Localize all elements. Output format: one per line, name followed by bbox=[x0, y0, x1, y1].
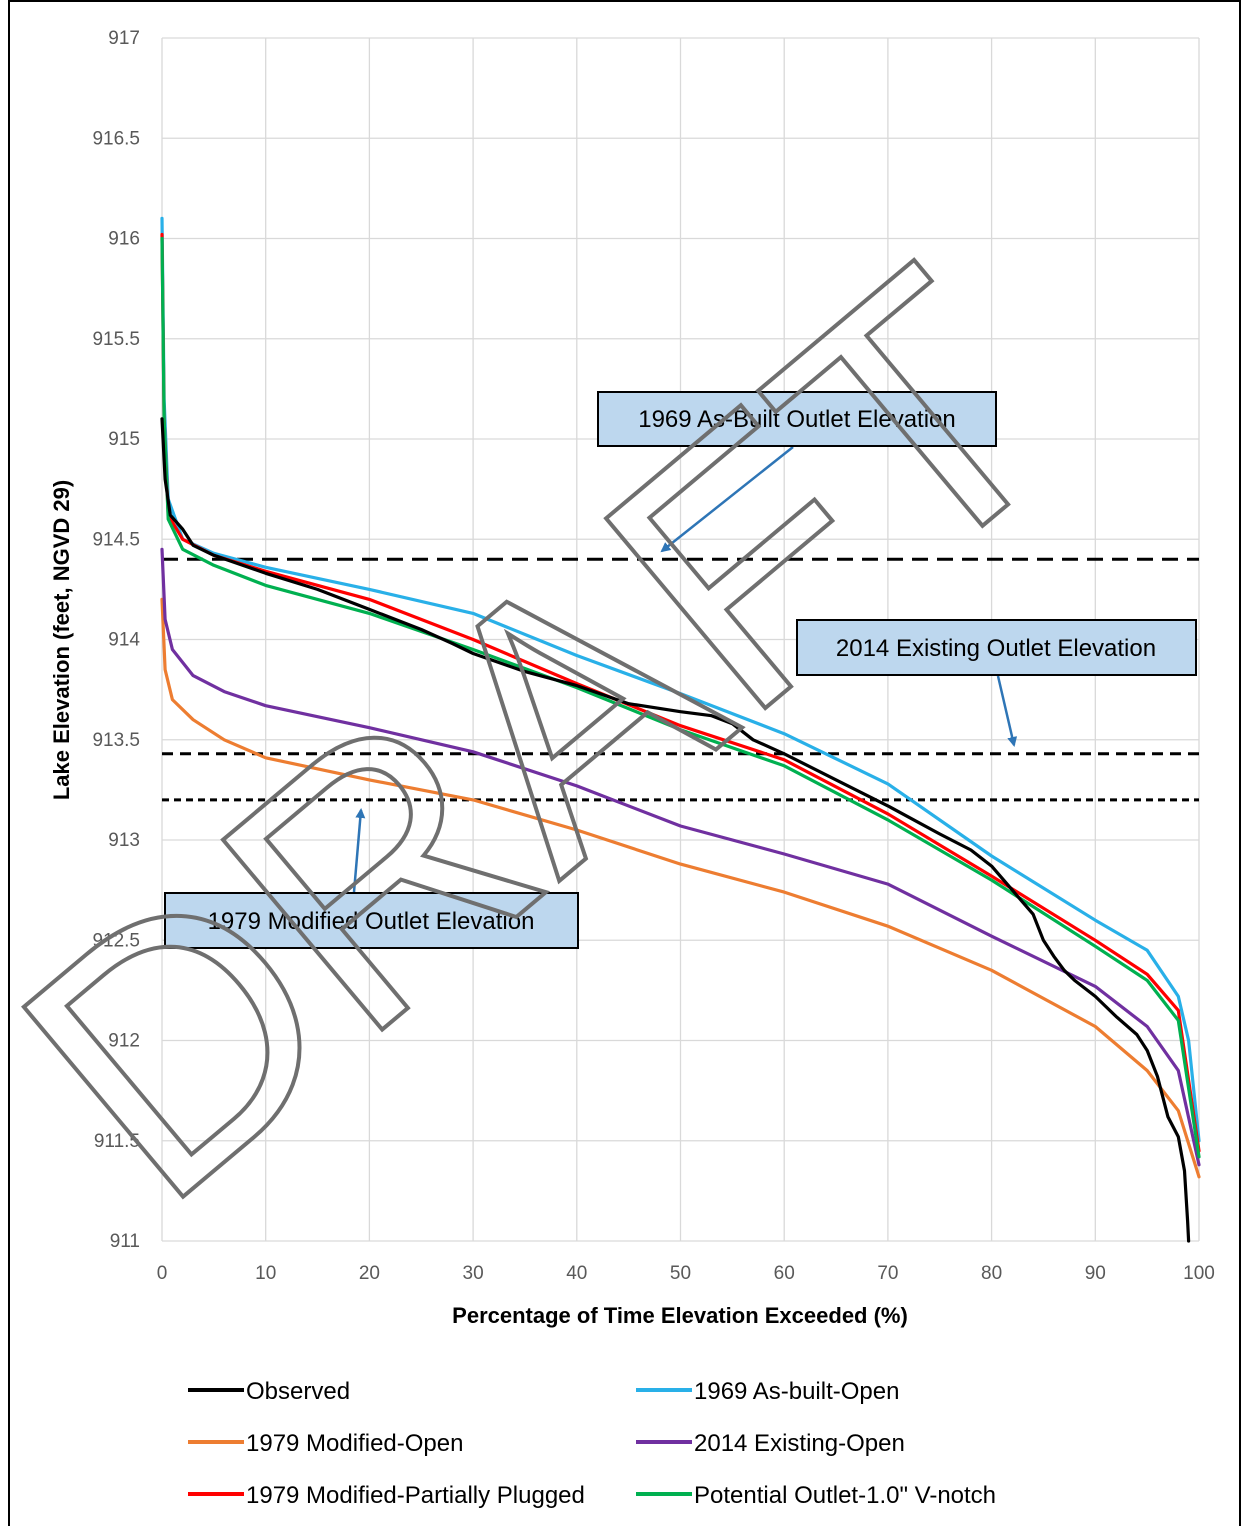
series-line-4 bbox=[160, 232, 1201, 1153]
callout-1969-box bbox=[597, 391, 997, 447]
y-tick-label: 913 bbox=[108, 830, 140, 851]
callout-2014-label: 2014 Existing Outlet Elevation bbox=[836, 635, 1156, 662]
y-tick-label: 912.5 bbox=[92, 930, 140, 951]
x-tick-label: 90 bbox=[1085, 1263, 1106, 1284]
series-lines bbox=[160, 216, 1201, 1243]
legend-label: 1979 Modified-Open bbox=[246, 1430, 463, 1457]
y-axis-title: Lake Elevation (feet, NGVD 29) bbox=[49, 480, 74, 800]
callout-2014-box bbox=[796, 619, 1197, 676]
callout-1969-arrow bbox=[660, 446, 794, 553]
legend-label: Observed bbox=[246, 1378, 350, 1405]
x-tick-label: 10 bbox=[255, 1263, 276, 1284]
callout-2014: 2014 Existing Outlet Elevation bbox=[796, 619, 1197, 747]
y-tick-label: 914 bbox=[108, 630, 140, 651]
x-tick-label: 80 bbox=[981, 1263, 1002, 1284]
callout-2014-arrow bbox=[996, 675, 1018, 747]
callout-1979-box bbox=[164, 892, 579, 949]
chart-frame bbox=[8, 0, 1241, 1526]
x-tick-label: 100 bbox=[1183, 1263, 1215, 1284]
x-tick-label: 40 bbox=[566, 1263, 587, 1284]
draft-watermark: DRAFT bbox=[0, 195, 1129, 1274]
x-axis-title: Percentage of Time Elevation Exceeded (%… bbox=[452, 1303, 908, 1328]
y-tick-label: 912 bbox=[108, 1031, 140, 1052]
series-line-5 bbox=[160, 236, 1201, 1159]
y-tick-labels: 911 911.5 912 912.5 913 913.5 914 914.5 915 915.5… bbox=[92, 28, 140, 1252]
y-tick-label: 915.5 bbox=[92, 329, 140, 350]
y-tick-label: 917 bbox=[108, 28, 140, 49]
y-tick-label: 911 bbox=[110, 1231, 140, 1252]
callout-1969: 1969 As-Built Outlet Elevation bbox=[597, 391, 997, 553]
y-tick-label: 911.5 bbox=[94, 1131, 140, 1152]
y-tick-label: 916 bbox=[108, 229, 140, 250]
y-tick-label: 914.5 bbox=[92, 529, 140, 550]
y-tick-label: 915 bbox=[108, 429, 140, 450]
legend-label: 1969 As-built-Open bbox=[694, 1378, 899, 1405]
x-tick-label: 50 bbox=[670, 1263, 691, 1284]
x-tick-label: 30 bbox=[463, 1263, 484, 1284]
series-line-2 bbox=[160, 597, 1201, 1179]
x-tick-label: 70 bbox=[877, 1263, 898, 1284]
series-line-0 bbox=[160, 417, 1191, 1243]
x-tick-label: 20 bbox=[359, 1263, 380, 1284]
legend: Observed 1969 As-built-Open 1979 Modified-… bbox=[188, 1378, 996, 1509]
y-tick-label: 916.5 bbox=[92, 128, 140, 149]
reference-lines bbox=[162, 557, 1199, 802]
callout-1979-label: 1979 Modified Outlet Elevation bbox=[208, 908, 535, 935]
y-tick-label: 913.5 bbox=[92, 730, 140, 751]
callout-1979-arrow bbox=[352, 808, 366, 893]
legend-label: 2014 Existing-Open bbox=[694, 1430, 905, 1457]
grid-lines bbox=[161, 37, 1200, 1242]
x-tick-labels: 0 10 20 30 40 50 60 70 80 90 100 bbox=[157, 1263, 1215, 1284]
x-tick-label: 0 bbox=[157, 1263, 168, 1284]
legend-label: 1979 Modified-Partially Plugged bbox=[246, 1482, 585, 1509]
x-tick-label: 60 bbox=[774, 1263, 795, 1284]
legend-label: Potential Outlet-1.0" V-notch bbox=[694, 1482, 996, 1509]
callout-1979: 1979 Modified Outlet Elevation bbox=[164, 808, 579, 949]
series-line-3 bbox=[160, 547, 1201, 1167]
callout-1969-label: 1969 As-Built Outlet Elevation bbox=[638, 406, 956, 433]
